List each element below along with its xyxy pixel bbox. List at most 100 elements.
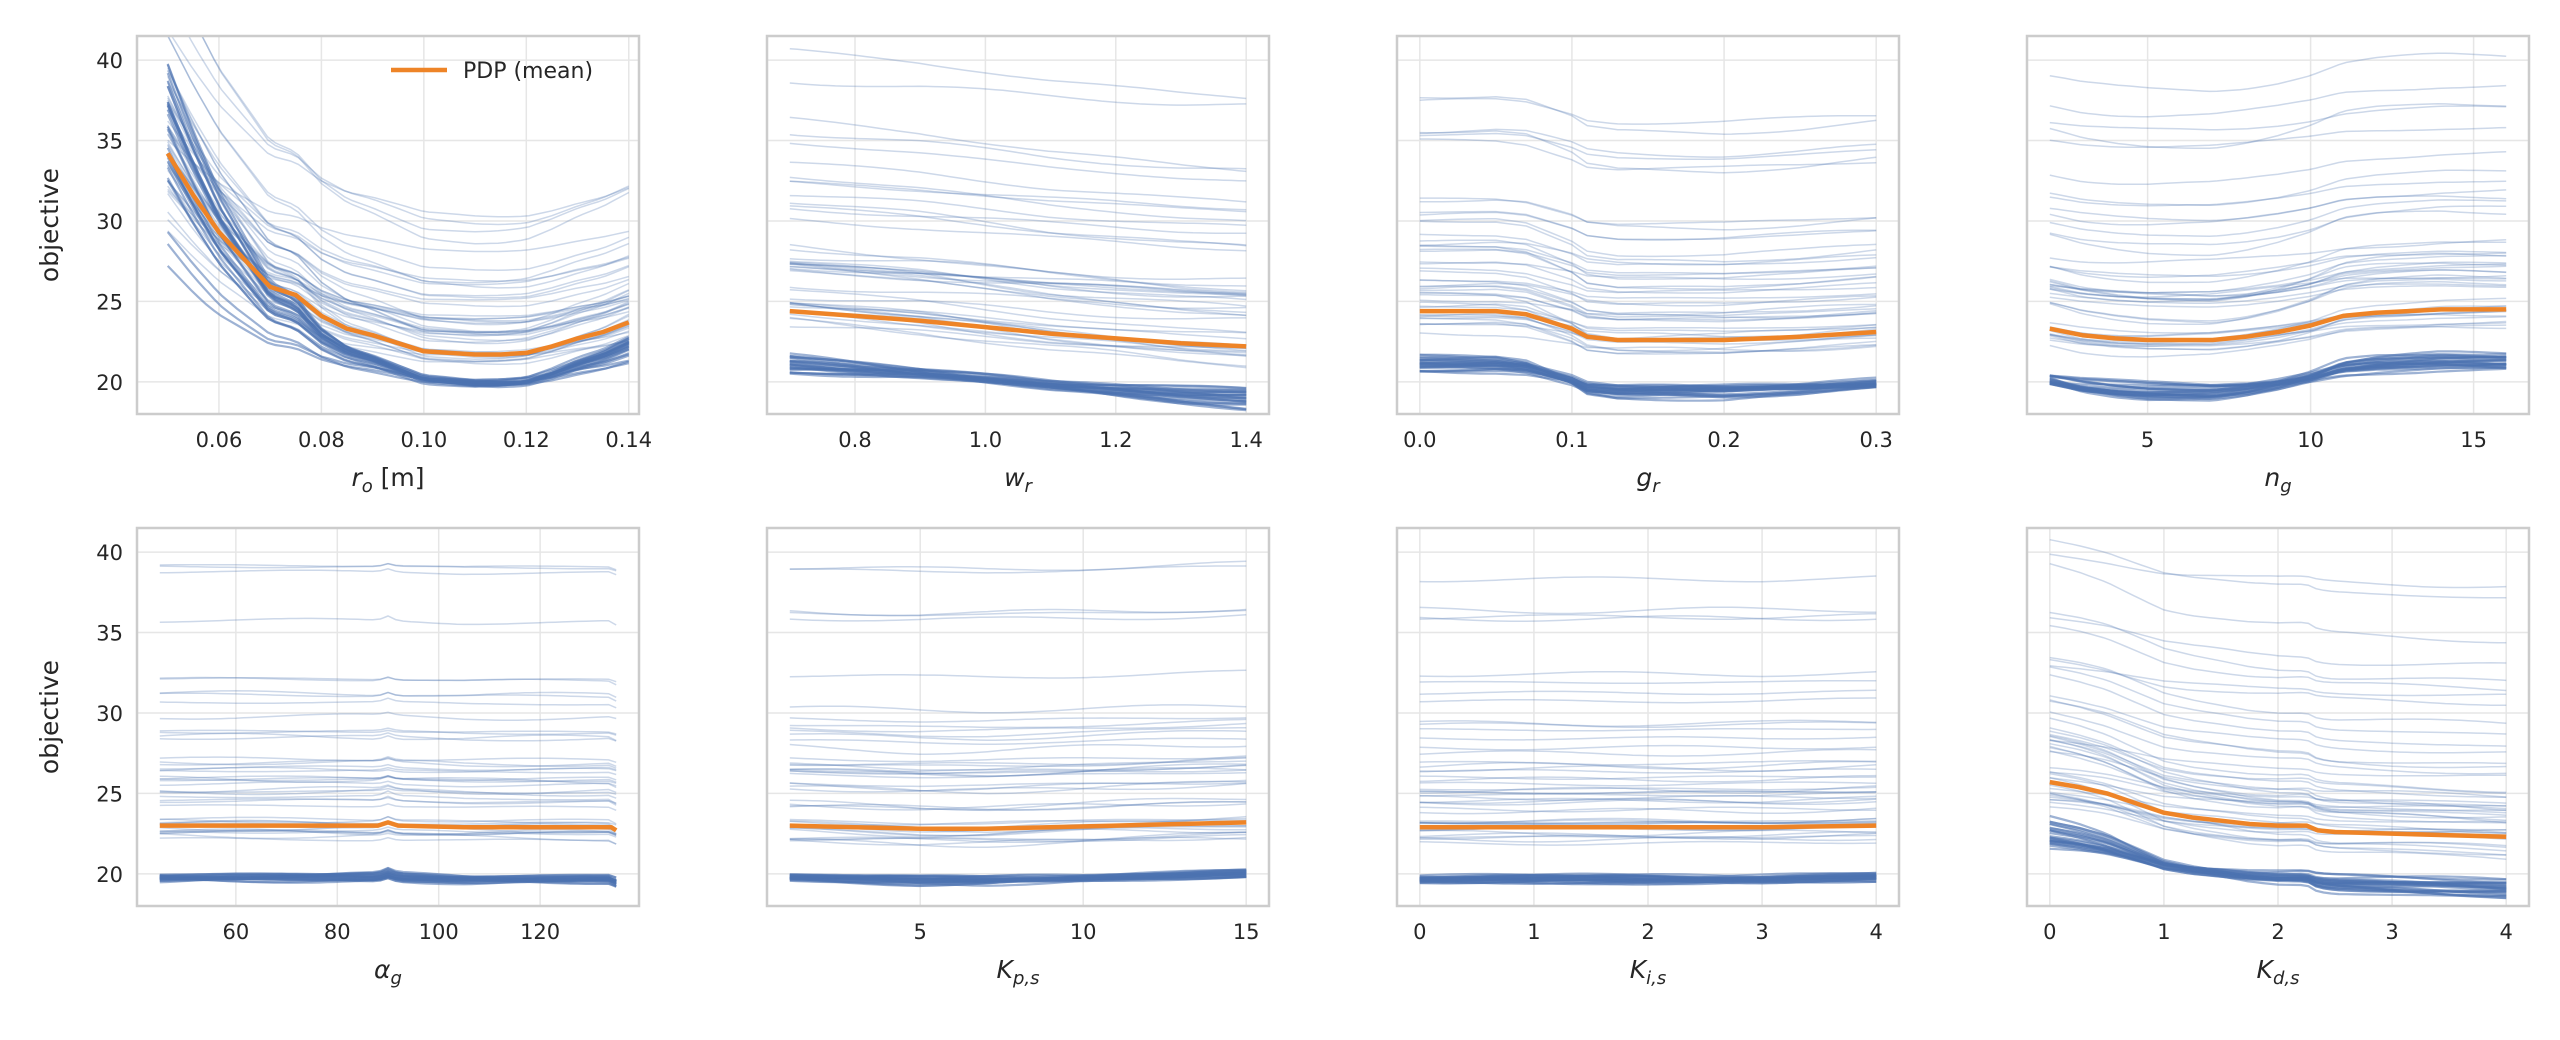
y-axis-label: objective [35,168,64,282]
ice-curve [1419,199,1877,231]
ice-curve [167,126,630,301]
ice-curve [789,800,1247,811]
ice-curve [1419,806,1877,813]
x-axis-label: ro [m] [351,463,424,497]
ice-curve [789,828,1247,838]
ice-curve [789,243,1247,294]
ice-curve [2049,195,2507,222]
ice-curve [1419,132,1877,160]
ice-curve [167,133,630,363]
ice-curve [789,565,1247,574]
ice-curve [1419,817,1877,824]
ice-curve [159,732,617,742]
ice-curve [2049,309,2507,338]
ice-curve [2049,794,2507,834]
ice-curve [2049,210,2507,257]
subplot-4: 5 10 15 ng [2025,34,2531,497]
grid [767,36,1269,414]
x-tick-label: 0 [2043,920,2056,944]
ice-curve [789,366,1247,394]
x-axis-label: Kd,s [2257,955,2300,989]
y-tick-label: 20 [96,371,123,395]
x-tick-label: 15 [2460,428,2487,452]
ice-curve [159,562,617,572]
subplot-1: 0.06 0.08 0.10 0.12 0.14 20 25 30 35 40 objective r… [35,34,652,497]
ice-curve [159,815,617,830]
ice-curve [2049,254,2507,294]
ice-curve [1419,233,1877,266]
ice-curve [159,697,617,709]
ice-curve [159,795,617,806]
x-tick-label: 4 [2499,920,2512,944]
ice-curve [159,796,617,805]
ice-curve [1419,332,1877,352]
ice-curve [2049,310,2507,337]
ice-curve [2049,745,2507,824]
ice-curve [1419,615,1877,623]
ice-curve [2049,806,2507,849]
x-tick-label: 1.4 [1229,428,1262,452]
ice-curve [789,767,1247,778]
ice-curve [789,780,1247,795]
ice-curve [789,717,1247,723]
ice-curve [1419,829,1877,838]
ice-curve [2049,205,2507,246]
axes-frame [135,526,641,908]
ice-curve [789,872,1247,882]
ice-curve [2049,666,2507,735]
ice-curves [159,562,617,888]
x-tick-label: 0.10 [400,428,447,452]
ice-curve [2049,733,2507,795]
ice-curve [167,124,630,345]
ice-curve [2049,283,2507,304]
ice-curve [2049,792,2507,852]
ice-curve [1419,367,1877,397]
ice-curves [1419,96,1877,402]
ice-curve [2049,553,2507,589]
ice-curve [789,268,1247,316]
ice-curve [167,130,630,282]
ice-curve [1419,876,1877,886]
ice-curve [1419,719,1877,727]
ice-curve [159,727,617,736]
ice-curve [2049,617,2507,667]
ice-curve [159,676,617,683]
ice-curve [789,769,1247,775]
ice-curve [789,760,1247,771]
ice-curve [159,676,617,686]
pdp-mean-line [165,152,630,357]
ice-curve [789,208,1247,235]
ice-curve [1419,305,1877,332]
ice-curve [1419,840,1877,846]
ice-curve [789,831,1247,841]
ice-curve [159,711,617,721]
ice-curve [2049,199,2507,238]
pdp-mean-line [1419,308,1877,343]
ice-curve [2049,777,2507,856]
ice-curve [167,120,629,286]
ice-curve [789,309,1247,356]
ice-curve [789,269,1247,296]
ice-curve [167,180,630,325]
subplot-7: 0 1 2 3 4 Ki,s [1395,526,1901,989]
ice-curve [789,763,1247,777]
x-tick-label: 1.0 [969,428,1002,452]
ice-curve [2049,717,2507,794]
ice-curve [789,815,1247,826]
ice-curve [2049,269,2507,297]
x-tick-label: 0.14 [605,428,652,452]
ice-curve [2049,700,2507,765]
ice-curve [789,669,1247,679]
ice-curve [159,803,617,811]
ice-curve [789,871,1247,882]
ice-curve [1419,835,1877,843]
ice-curve [159,869,617,882]
ice-curve [1419,97,1877,125]
ice-curve [789,797,1247,811]
pdp-mean-line [789,820,1247,832]
axes-frame [2025,526,2531,908]
ice-curve [789,205,1247,247]
x-tick-label: 0.12 [503,428,550,452]
ice-curve [789,875,1247,887]
ice-curve [159,691,617,702]
